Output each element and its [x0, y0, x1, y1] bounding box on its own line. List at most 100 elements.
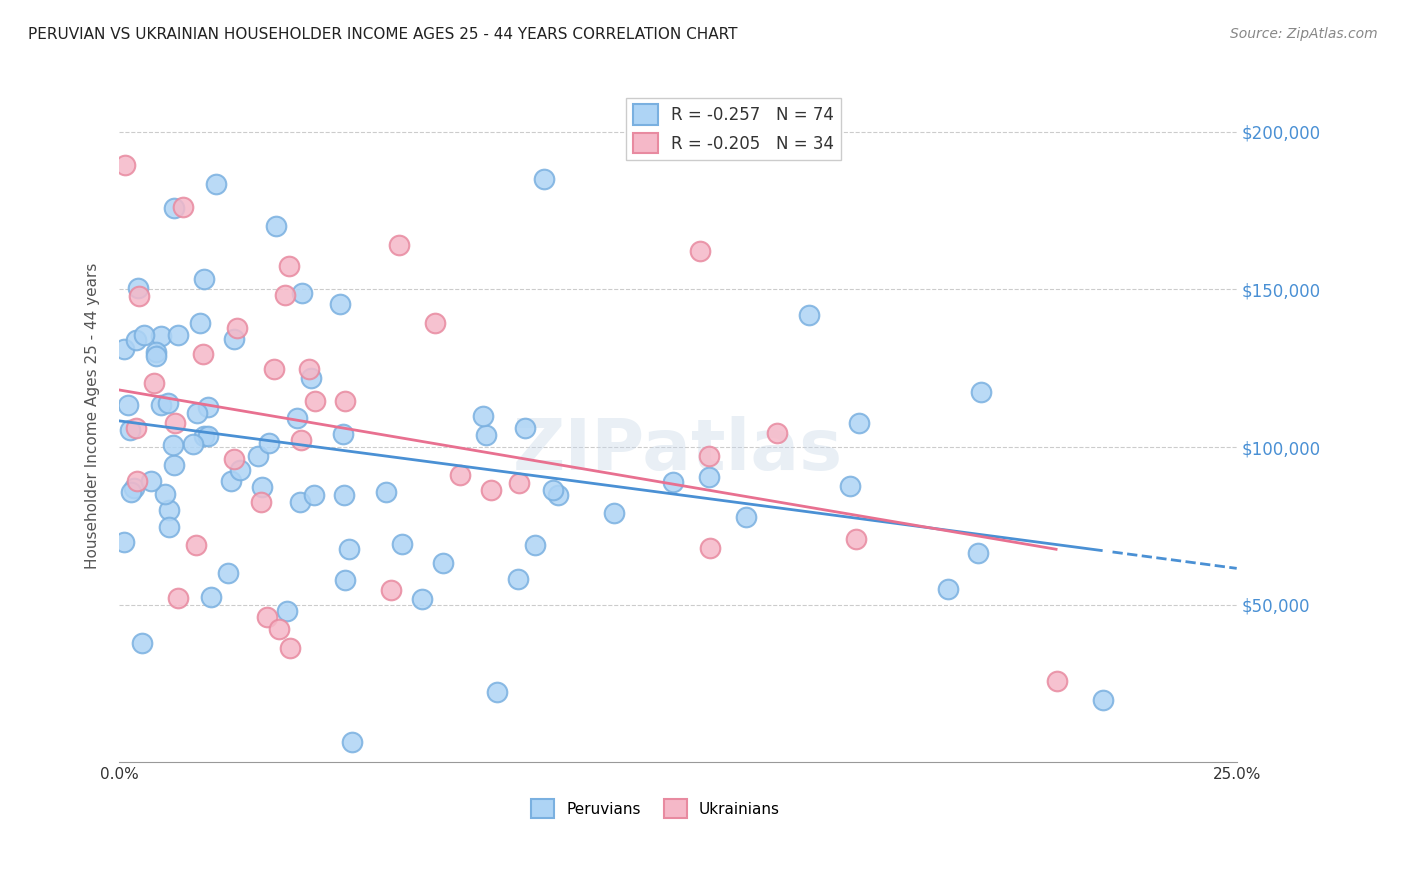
- Point: [166, 328, 188, 343]
- Point: [697, 470, 720, 484]
- Point: [145, 349, 167, 363]
- Point: [149, 329, 172, 343]
- Point: [204, 177, 226, 191]
- Point: [735, 510, 758, 524]
- Point: [165, 416, 187, 430]
- Point: [250, 495, 273, 509]
- Point: [200, 591, 222, 605]
- Point: [274, 288, 297, 302]
- Point: [162, 438, 184, 452]
- Point: [276, 604, 298, 618]
- Point: [193, 429, 215, 443]
- Point: [222, 451, 245, 466]
- Point: [304, 394, 326, 409]
- Point: [114, 158, 136, 172]
- Point: [145, 345, 167, 359]
- Point: [388, 237, 411, 252]
- Point: [337, 541, 360, 556]
- Point: [423, 316, 446, 330]
- Point: [697, 449, 720, 463]
- Point: [188, 316, 211, 330]
- Point: [267, 623, 290, 637]
- Point: [153, 487, 176, 501]
- Point: [256, 610, 278, 624]
- Point: [217, 566, 239, 580]
- Point: [184, 538, 207, 552]
- Point: [226, 321, 249, 335]
- Point: [163, 458, 186, 473]
- Text: ZIPatlas: ZIPatlas: [513, 416, 844, 484]
- Point: [197, 401, 219, 415]
- Point: [197, 428, 219, 442]
- Point: [191, 347, 214, 361]
- Point: [475, 428, 498, 442]
- Point: [278, 260, 301, 274]
- Point: [172, 200, 194, 214]
- Legend: Peruvians, Ukrainians: Peruvians, Ukrainians: [524, 793, 786, 824]
- Point: [508, 476, 530, 491]
- Point: [139, 474, 162, 488]
- Point: [186, 405, 208, 419]
- Point: [149, 398, 172, 412]
- Point: [229, 463, 252, 477]
- Point: [969, 384, 991, 399]
- Point: [291, 285, 314, 300]
- Y-axis label: Householder Income Ages 25 - 44 years: Householder Income Ages 25 - 44 years: [86, 262, 100, 569]
- Point: [1091, 693, 1114, 707]
- Point: [936, 582, 959, 596]
- Point: [301, 371, 323, 385]
- Point: [1046, 673, 1069, 688]
- Point: [602, 506, 624, 520]
- Point: [112, 343, 135, 357]
- Point: [264, 219, 287, 234]
- Point: [333, 393, 356, 408]
- Text: Source: ZipAtlas.com: Source: ZipAtlas.com: [1230, 27, 1378, 41]
- Point: [302, 488, 325, 502]
- Point: [143, 376, 166, 391]
- Point: [533, 172, 555, 186]
- Point: [848, 416, 870, 430]
- Point: [120, 424, 142, 438]
- Point: [662, 475, 685, 489]
- Point: [127, 474, 149, 488]
- Point: [411, 591, 433, 606]
- Point: [290, 433, 312, 447]
- Point: [224, 332, 246, 346]
- Point: [263, 361, 285, 376]
- Point: [112, 534, 135, 549]
- Point: [122, 482, 145, 496]
- Point: [257, 436, 280, 450]
- Point: [124, 333, 146, 347]
- Point: [157, 503, 180, 517]
- Point: [689, 244, 711, 259]
- Point: [479, 483, 502, 497]
- Point: [247, 449, 270, 463]
- Point: [193, 271, 215, 285]
- Text: PERUVIAN VS UKRAINIAN HOUSEHOLDER INCOME AGES 25 - 44 YEARS CORRELATION CHART: PERUVIAN VS UKRAINIAN HOUSEHOLDER INCOME…: [28, 27, 738, 42]
- Point: [797, 308, 820, 322]
- Point: [329, 297, 352, 311]
- Point: [288, 494, 311, 508]
- Point: [380, 582, 402, 597]
- Point: [117, 398, 139, 412]
- Point: [157, 520, 180, 534]
- Point: [167, 591, 190, 605]
- Point: [332, 488, 354, 502]
- Point: [506, 572, 529, 586]
- Point: [432, 556, 454, 570]
- Point: [375, 484, 398, 499]
- Point: [332, 427, 354, 442]
- Point: [839, 479, 862, 493]
- Point: [278, 640, 301, 655]
- Point: [547, 488, 569, 502]
- Point: [128, 289, 150, 303]
- Point: [157, 396, 180, 410]
- Point: [181, 436, 204, 450]
- Point: [120, 485, 142, 500]
- Point: [391, 536, 413, 550]
- Point: [134, 328, 156, 343]
- Point: [699, 541, 721, 556]
- Point: [766, 425, 789, 440]
- Point: [845, 532, 868, 546]
- Point: [250, 480, 273, 494]
